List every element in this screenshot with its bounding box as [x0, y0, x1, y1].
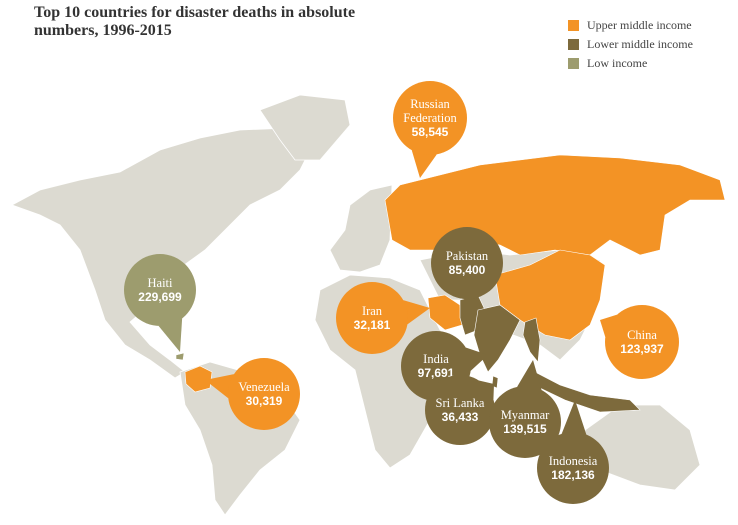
greenland: [259, 94, 351, 161]
bubble-pointer: [403, 300, 430, 325]
north-america: [11, 127, 311, 379]
haiti-shape: [175, 352, 185, 361]
legend: Upper middle income Lower middle income Lo…: [568, 16, 693, 73]
country-bubble: Pakistan 85,400: [431, 227, 503, 299]
myanmar-shape: [522, 317, 541, 363]
bubble-pointer: [465, 347, 488, 371]
title: Top 10 countries for disaster deaths in …: [34, 4, 356, 39]
bubble-pointer: [411, 150, 437, 178]
country-bubble: Haiti 229,699: [124, 254, 196, 326]
legend-item: Upper middle income: [568, 16, 693, 35]
europe: [329, 184, 393, 273]
country-bubble: China 123,937: [605, 305, 679, 379]
country-deaths: 229,699: [138, 290, 182, 304]
legend-label: Lower middle income: [587, 37, 693, 51]
country-bubble: Indonesia 182,136: [537, 432, 609, 504]
legend-swatch: [568, 58, 579, 69]
legend-label: Low income: [587, 56, 648, 70]
country-name: Indonesia: [548, 454, 598, 468]
indonesia-shape: [534, 371, 641, 413]
country-deaths: 58,545: [411, 125, 449, 139]
country-deaths: 182,136: [551, 468, 595, 482]
bubble-pointer: [517, 360, 542, 391]
country-name: China: [627, 328, 657, 342]
country-name: Pakistan: [445, 249, 489, 263]
legend-swatch: [568, 20, 579, 31]
venezuela-shape: [184, 365, 213, 393]
bubble-pointer: [561, 400, 587, 435]
country-bubble: Sri Lanka 36,433: [425, 375, 495, 445]
country-deaths: 97,691: [417, 366, 455, 380]
bubble-pointer: [158, 318, 183, 352]
country-bubble: Iran 32,181: [336, 282, 408, 354]
country-deaths: 36,433: [441, 410, 479, 424]
country-bubble: Venezuela 30,319: [228, 358, 300, 430]
country-deaths: 139,515: [503, 422, 547, 436]
legend-item: Lower middle income: [568, 35, 693, 54]
country-name: Haiti: [147, 276, 173, 290]
legend-swatch: [568, 39, 579, 50]
russia-shape: [384, 154, 726, 256]
india-shape: [473, 304, 521, 373]
legend-item: Low income: [568, 54, 693, 73]
country-deaths: 32,181: [353, 318, 391, 332]
country-name: Russian Federation: [403, 97, 457, 125]
bubble-pointer: [205, 374, 234, 399]
country-name: India: [423, 352, 449, 366]
country-name: Sri Lanka: [435, 396, 485, 410]
country-deaths: 123,937: [620, 342, 664, 356]
country-bubble: Russian Federation 58,545: [393, 81, 467, 155]
country-name: Myanmar: [500, 408, 550, 422]
country-deaths: 30,319: [245, 394, 283, 408]
country-name: Venezuela: [238, 380, 290, 394]
legend-label: Upper middle income: [587, 18, 692, 32]
country-name: Iran: [361, 304, 383, 318]
country-deaths: 85,400: [448, 263, 486, 277]
